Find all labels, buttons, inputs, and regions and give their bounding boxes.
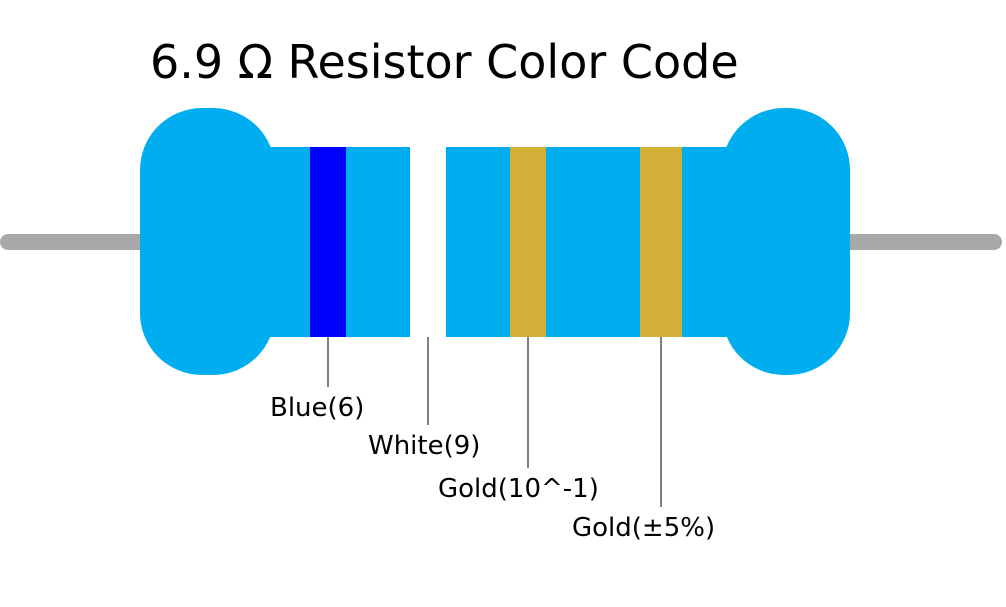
- band-label: Gold(10^-1): [438, 474, 599, 504]
- color-band: [410, 147, 446, 337]
- color-band: [310, 147, 346, 337]
- color-band: [640, 147, 682, 337]
- band-label: Gold(±5%): [572, 513, 715, 543]
- band-label: Blue(6): [270, 393, 364, 423]
- title: 6.9 Ω Resistor Color Code: [150, 35, 739, 89]
- band-label: White(9): [368, 431, 480, 461]
- color-band: [510, 147, 546, 337]
